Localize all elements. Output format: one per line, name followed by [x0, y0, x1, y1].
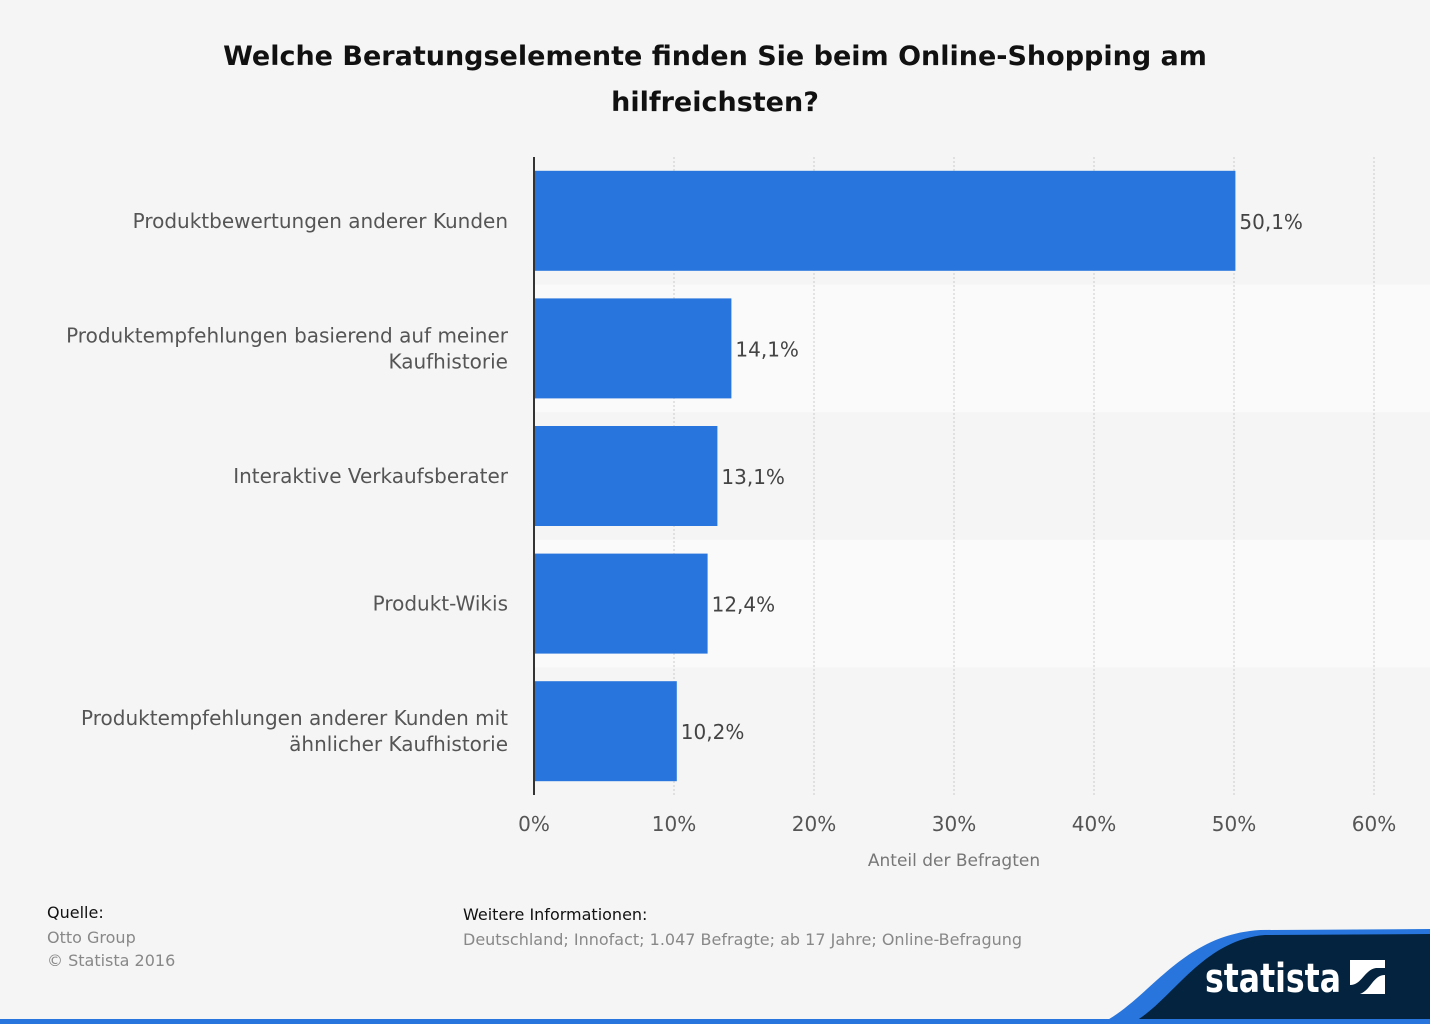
bar-chart: 0% 10% 20% 30% 40% 50% 60% 50,1% Produktbewertun…: [66, 157, 1397, 871]
data-label: 13,1%: [721, 465, 785, 489]
category-label: Produktempfehlungen basierend auf meiner: [66, 323, 509, 347]
x-tick-label: 40%: [1072, 812, 1116, 836]
x-tick-label: 50%: [1212, 812, 1256, 836]
source-block: Quelle: Otto Group © Statista 2016: [47, 903, 175, 972]
category-label: Interaktive Verkaufsberater: [233, 464, 509, 488]
x-tick-label: 0%: [518, 812, 550, 836]
data-label: 10,2%: [681, 720, 745, 744]
category-label: Produktbewertungen anderer Kunden: [133, 209, 508, 233]
category-label: Kaufhistorie: [388, 349, 508, 373]
x-tick-label: 20%: [792, 812, 836, 836]
bar: [534, 681, 677, 782]
x-axis-label: Anteil der Befragten: [868, 851, 1040, 871]
category-label: Produkt-Wikis: [373, 592, 508, 616]
source-heading: Quelle:: [47, 903, 104, 922]
x-tick-label: 60%: [1352, 812, 1396, 836]
bar: [534, 170, 1236, 271]
category-label: Produktempfehlungen anderer Kunden mit: [81, 706, 508, 730]
data-label: 50,1%: [1239, 210, 1303, 234]
info-block: Weitere Informationen: Deutschland; Inno…: [463, 905, 1022, 951]
source-line: © Statista 2016: [47, 951, 176, 970]
info-text: Deutschland; Innofact; 1.047 Befragte; a…: [463, 930, 1023, 949]
source-line: Otto Group: [47, 928, 136, 947]
category-label: ähnlicher Kaufhistorie: [289, 732, 508, 756]
bar: [534, 298, 732, 399]
statista-logo: statista: [1205, 956, 1341, 1002]
statista-logo-icon: [1350, 960, 1385, 994]
data-label: 12,4%: [712, 593, 776, 617]
chart-title: Welche Beratungselemente finden Sie beim…: [223, 41, 1207, 118]
x-tick-label: 30%: [932, 812, 976, 836]
x-tick-label: 10%: [652, 812, 696, 836]
bar: [534, 553, 708, 654]
info-heading: Weitere Informationen:: [463, 905, 648, 924]
data-label: 14,1%: [735, 337, 799, 361]
bar: [534, 426, 718, 526]
